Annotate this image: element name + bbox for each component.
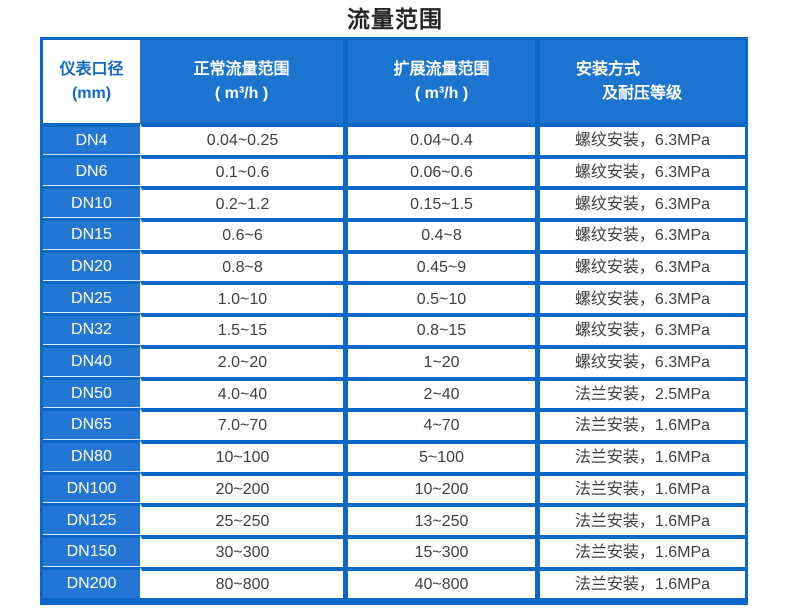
extended-flow-cell: 0.06~0.6: [343, 154, 535, 187]
installation-cell: 螺纹安装，6.3MPa: [535, 313, 745, 345]
table-grid: 仪表口径 (mm) 正常流量范围 ( m³/h ) 扩展流量范围 ( m³/h …: [43, 40, 745, 599]
header-diameter-line2: (mm): [71, 84, 112, 102]
flow-range-table: 仪表口径 (mm) 正常流量范围 ( m³/h ) 扩展流量范围 ( m³/h …: [40, 37, 748, 606]
extended-flow-cell: 10~200: [343, 471, 535, 504]
normal-flow-cell: 1.0~10: [140, 281, 343, 314]
installation-cell: 法兰安装，1.6MPa: [535, 566, 745, 599]
diameter-cell: DN50: [43, 376, 140, 409]
installation-cell: 法兰安装，1.6MPa: [535, 439, 745, 472]
header-installation-line2: 及耐压等级: [602, 84, 683, 102]
extended-flow-cell: 0.15~1.5: [343, 186, 535, 219]
diameter-cell: DN100: [43, 471, 140, 504]
normal-flow-cell: 0.8~8: [140, 249, 343, 282]
diameter-cell: DN80: [43, 439, 140, 472]
header-installation-line1: 安装方式: [576, 61, 641, 79]
diameter-cell: DN25: [43, 281, 140, 314]
extended-flow-cell: 15~300: [343, 534, 535, 567]
diameter-cell: DN32: [43, 313, 140, 345]
installation-cell: 法兰安装，1.6MPa: [535, 408, 745, 440]
normal-flow-cell: 4.0~40: [140, 376, 343, 409]
header-extended-flow-line2: ( m³/h ): [414, 84, 469, 102]
diameter-cell: DN65: [43, 408, 140, 440]
header-extended-flow-line1: 扩展流量范围: [393, 61, 490, 79]
header-diameter-line1: 仪表口径: [59, 61, 124, 79]
installation-cell: 螺纹安装，6.3MPa: [535, 186, 745, 219]
diameter-cell: DN40: [43, 344, 140, 377]
normal-flow-cell: 10~100: [140, 439, 343, 472]
installation-cell: 螺纹安装，6.3MPa: [535, 249, 745, 282]
normal-flow-cell: 20~200: [140, 471, 343, 504]
installation-cell: 螺纹安装，6.3MPa: [535, 123, 745, 155]
normal-flow-cell: 2.0~20: [140, 344, 343, 377]
normal-flow-cell: 30~300: [140, 534, 343, 567]
extended-flow-cell: 40~800: [343, 566, 535, 599]
extended-flow-cell: 4~70: [343, 408, 535, 440]
extended-flow-cell: 1~20: [343, 344, 535, 377]
diameter-cell: DN4: [43, 123, 140, 155]
diameter-cell: DN125: [43, 503, 140, 535]
installation-cell: 螺纹安装，6.3MPa: [535, 218, 745, 250]
header-diameter: 仪表口径 (mm): [43, 40, 140, 123]
normal-flow-cell: 0.2~1.2: [140, 186, 343, 219]
extended-flow-cell: 0.4~8: [343, 218, 535, 250]
header-normal-flow: 正常流量范围 ( m³/h ): [140, 40, 343, 123]
installation-cell: 法兰安装，1.6MPa: [535, 471, 745, 504]
extended-flow-cell: 0.45~9: [343, 249, 535, 282]
installation-cell: 法兰安装，1.6MPa: [535, 503, 745, 535]
diameter-cell: DN10: [43, 186, 140, 219]
extended-flow-cell: 0.04~0.4: [343, 123, 535, 155]
diameter-cell: DN150: [43, 534, 140, 567]
installation-cell: 螺纹安装，6.3MPa: [535, 281, 745, 314]
extended-flow-cell: 13~250: [343, 503, 535, 535]
installation-cell: 法兰安装，2.5MPa: [535, 376, 745, 409]
normal-flow-cell: 0.6~6: [140, 218, 343, 250]
installation-cell: 法兰安装，1.6MPa: [535, 534, 745, 567]
normal-flow-cell: 0.04~0.25: [140, 123, 343, 155]
installation-cell: 螺纹安装，6.3MPa: [535, 154, 745, 187]
extended-flow-cell: 5~100: [343, 439, 535, 472]
normal-flow-cell: 1.5~15: [140, 313, 343, 345]
diameter-cell: DN6: [43, 154, 140, 187]
extended-flow-cell: 0.8~15: [343, 313, 535, 345]
normal-flow-cell: 0.1~0.6: [140, 154, 343, 187]
normal-flow-cell: 7.0~70: [140, 408, 343, 440]
diameter-cell: DN200: [43, 566, 140, 599]
extended-flow-cell: 2~40: [343, 376, 535, 409]
diameter-cell: DN20: [43, 249, 140, 282]
extended-flow-cell: 0.5~10: [343, 281, 535, 314]
installation-cell: 螺纹安装，6.3MPa: [535, 344, 745, 377]
header-extended-flow: 扩展流量范围 ( m³/h ): [343, 40, 535, 123]
header-normal-flow-line2: ( m³/h ): [214, 84, 269, 102]
diameter-cell: DN15: [43, 218, 140, 250]
header-normal-flow-line1: 正常流量范围: [193, 61, 290, 79]
header-installation: 安装方式 及耐压等级: [535, 40, 745, 123]
normal-flow-cell: 25~250: [140, 503, 343, 535]
normal-flow-cell: 80~800: [140, 566, 343, 599]
page-title: 流量范围: [347, 6, 443, 32]
